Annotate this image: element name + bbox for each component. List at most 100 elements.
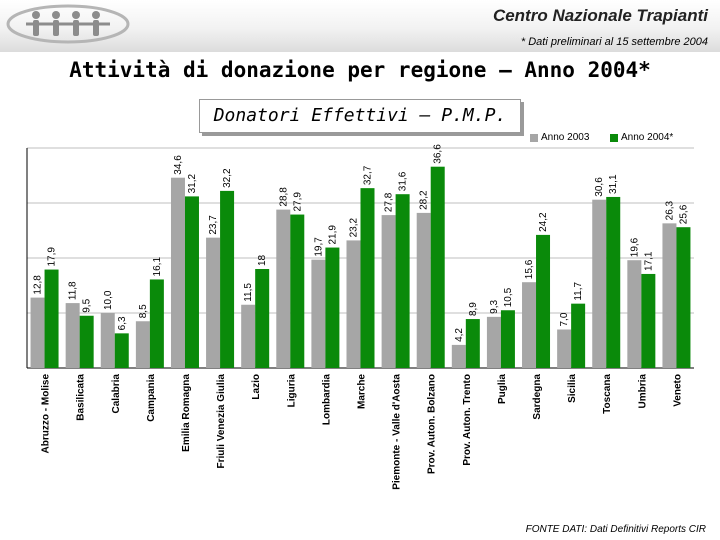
- category-label: Lombardia: [321, 374, 332, 426]
- bar-2003: [276, 209, 291, 368]
- bar-2004: [395, 194, 410, 368]
- legend-item-2004: Anno 2004*: [610, 132, 673, 143]
- data-label: 24,2: [538, 212, 549, 232]
- data-label: 31,1: [608, 174, 619, 194]
- bar-2004: [465, 319, 480, 368]
- data-label: 26,3: [664, 200, 675, 220]
- bar-2003: [311, 259, 326, 368]
- category-label: Sicilia: [567, 374, 578, 403]
- category-label: Piemonte - Valle d'Aosta: [392, 374, 403, 490]
- data-label: 12,8: [33, 275, 44, 295]
- data-label: 28,2: [419, 190, 430, 210]
- category-label: Puglia: [497, 374, 508, 404]
- data-label: 8,5: [138, 304, 149, 318]
- bar-2004: [255, 269, 270, 368]
- bar-2003: [241, 304, 256, 368]
- data-label: 31,2: [187, 173, 198, 193]
- data-label: 9,5: [82, 298, 93, 312]
- bar-2003: [65, 303, 80, 368]
- data-label: 30,6: [594, 177, 605, 197]
- bar-2003: [381, 215, 396, 368]
- data-label: 10,5: [503, 287, 514, 307]
- bar-2003: [486, 316, 501, 368]
- data-label: 11,5: [243, 283, 254, 302]
- bar-2004: [536, 234, 551, 368]
- org-name: Centro Nazionale Trapianti: [492, 6, 708, 25]
- category-label: Sardegna: [532, 374, 543, 420]
- category-label: Basilicata: [76, 374, 87, 421]
- bar-2004: [149, 279, 164, 368]
- bar-2003: [30, 297, 45, 368]
- bar-2003: [662, 223, 677, 368]
- chart-title: Donatori Effettivi – P.M.P.: [199, 99, 521, 133]
- data-label: 6,3: [117, 316, 128, 330]
- bar-2004: [184, 196, 199, 368]
- data-label: 9,3: [489, 300, 500, 314]
- category-label: Emilia Romagna: [181, 374, 192, 452]
- bar-2004: [641, 273, 656, 368]
- bar-2004: [500, 310, 515, 368]
- category-label: Veneto: [672, 374, 683, 407]
- category-label: Calabria: [111, 374, 122, 414]
- data-label: 17,9: [47, 247, 58, 267]
- bar-2003: [346, 240, 361, 368]
- bar-2003: [451, 344, 466, 368]
- data-label: 7,0: [559, 312, 570, 326]
- data-label: 11,8: [68, 281, 79, 300]
- bar-2004: [430, 166, 445, 368]
- data-label: 8,9: [468, 302, 479, 316]
- bar-2003: [522, 282, 537, 368]
- data-label: 11,7: [573, 281, 584, 300]
- category-label: Liguria: [286, 374, 297, 408]
- bar-2003: [416, 212, 431, 368]
- data-label: 31,6: [398, 171, 409, 191]
- bar-2003: [100, 313, 115, 368]
- data-label: 32,7: [363, 165, 374, 185]
- legend-item-2003: Anno 2003: [530, 132, 589, 143]
- category-label: Prov. Auton. Bolzano: [427, 374, 438, 474]
- data-label: 36,6: [433, 144, 444, 164]
- data-label: 4,2: [454, 328, 465, 342]
- data-label: 23,7: [208, 215, 219, 235]
- category-label: Campania: [146, 374, 157, 422]
- logo-icon: [6, 4, 130, 44]
- data-label: 17,1: [643, 251, 654, 271]
- category-label: Prov. Auton. Trento: [462, 374, 473, 466]
- data-label: 27,8: [384, 192, 395, 212]
- category-label: Umbria: [637, 374, 648, 409]
- page-title: Attività di donazione per regione – Anno…: [69, 58, 651, 82]
- bar-2004: [360, 188, 375, 368]
- legend-label-2004: Anno 2004*: [621, 132, 674, 143]
- source-note: FONTE DATI: Dati Definitivi Reports CIR: [525, 524, 706, 535]
- data-label: 25,6: [678, 204, 689, 224]
- data-label: 19,6: [629, 237, 640, 257]
- bar-2003: [592, 199, 607, 368]
- bar-2004: [114, 333, 129, 368]
- header-band: [0, 0, 720, 52]
- data-label: 27,9: [292, 192, 303, 212]
- data-label: 10,0: [103, 290, 114, 310]
- category-label: Lazio: [251, 374, 262, 400]
- data-label: 18: [257, 254, 268, 266]
- category-label: Marche: [357, 374, 368, 409]
- preliminary-note: * Dati preliminari al 15 settembre 2004: [520, 36, 708, 48]
- data-label: 34,6: [173, 155, 184, 175]
- category-label: Toscana: [602, 374, 613, 414]
- bar-2004: [325, 247, 340, 368]
- bar-2003: [135, 321, 150, 368]
- bar-2004: [676, 227, 691, 368]
- bar-2003: [557, 329, 572, 368]
- category-label: Friuli Venezia Giulia: [216, 374, 227, 469]
- legend-swatch-2003: [530, 133, 538, 142]
- data-label: 23,2: [349, 217, 360, 237]
- bar-2004: [606, 196, 621, 368]
- bar-2004: [290, 214, 305, 368]
- legend-label-2003: Anno 2003: [541, 132, 590, 143]
- data-label: 19,7: [313, 237, 324, 257]
- data-label: 28,8: [278, 187, 289, 207]
- bar-2004: [79, 315, 94, 368]
- bar-2004: [44, 269, 59, 368]
- bar-2003: [206, 237, 221, 368]
- bar-2003: [627, 260, 642, 368]
